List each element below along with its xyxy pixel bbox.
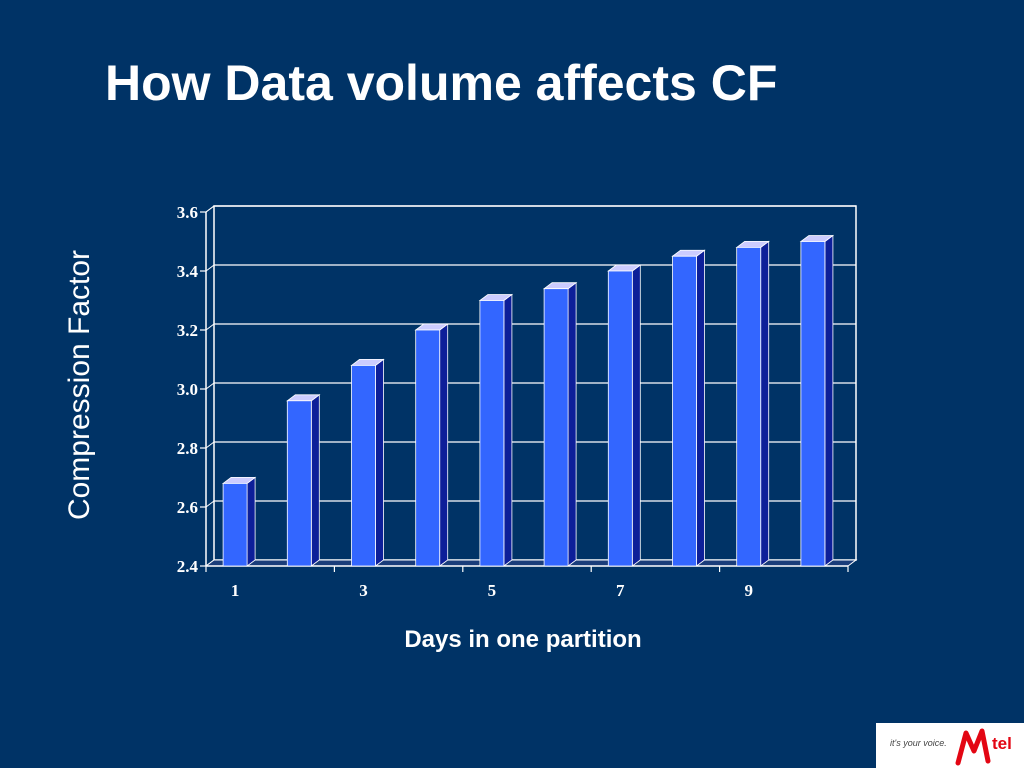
gridline-side bbox=[205, 323, 215, 331]
bar-front bbox=[351, 364, 376, 567]
bar bbox=[286, 393, 321, 567]
logo-tagline: it's your voice. bbox=[890, 738, 947, 748]
logo-brand: tel bbox=[992, 734, 1012, 753]
gridline-side bbox=[205, 264, 215, 272]
company-logo: it's your voice. tel bbox=[876, 723, 1024, 768]
gridline-side bbox=[205, 500, 215, 508]
bar-side bbox=[567, 281, 577, 567]
y-tick-label: 3.2 bbox=[177, 321, 198, 340]
gridline-side bbox=[205, 382, 215, 390]
bar-side bbox=[631, 264, 641, 567]
y-tick-label: 2.8 bbox=[177, 439, 198, 458]
x-tick-label: 7 bbox=[616, 581, 625, 600]
bar bbox=[799, 234, 835, 567]
slide-title: How Data volume affects CF bbox=[105, 55, 778, 111]
chart-labels: 2.4 2.6 2.8 3.0 3.2 3.4 3.6 1 3 5 7 9 bbox=[177, 203, 753, 600]
bar-front bbox=[222, 482, 248, 567]
y-tick-label: 3.6 bbox=[177, 203, 198, 222]
x-tick-label: 5 bbox=[488, 581, 497, 600]
chart-bars bbox=[221, 234, 835, 567]
bar-front bbox=[607, 270, 633, 567]
bar-side bbox=[310, 393, 320, 567]
bar-front bbox=[479, 300, 505, 567]
bar bbox=[414, 323, 449, 567]
y-tick-label: 3.4 bbox=[177, 262, 199, 281]
y-tick-label: 2.4 bbox=[177, 557, 199, 576]
x-tick-label: 3 bbox=[359, 581, 368, 600]
bar-front bbox=[672, 255, 697, 567]
bar-front bbox=[543, 288, 569, 567]
bar-side bbox=[696, 249, 705, 567]
bar-side bbox=[246, 476, 256, 567]
m-logo-icon bbox=[955, 728, 991, 766]
x-axis-title: Days in one partition bbox=[404, 626, 641, 653]
bar-front bbox=[736, 246, 762, 567]
bar bbox=[735, 240, 770, 567]
x-tick-label: 9 bbox=[744, 581, 753, 600]
y-tick-label: 3.0 bbox=[177, 380, 198, 399]
bar bbox=[607, 264, 642, 567]
y-axis-title: Compression Factor bbox=[63, 250, 96, 520]
bar bbox=[671, 249, 706, 567]
bar bbox=[542, 281, 578, 567]
bar-front bbox=[415, 329, 441, 567]
bar-side bbox=[375, 358, 384, 567]
y-axis-top-edge bbox=[205, 205, 215, 213]
gridline-side bbox=[205, 441, 215, 449]
bar-side bbox=[439, 323, 449, 567]
y-tick-label: 2.6 bbox=[177, 498, 198, 517]
bar bbox=[221, 476, 257, 567]
bar-front bbox=[286, 400, 312, 567]
bar-side bbox=[824, 234, 834, 567]
bar-side bbox=[760, 240, 770, 567]
bar-side bbox=[503, 293, 513, 567]
bar-front bbox=[800, 241, 826, 567]
bar bbox=[350, 358, 385, 567]
bar bbox=[478, 293, 514, 567]
x-tick-label: 1 bbox=[231, 581, 240, 600]
